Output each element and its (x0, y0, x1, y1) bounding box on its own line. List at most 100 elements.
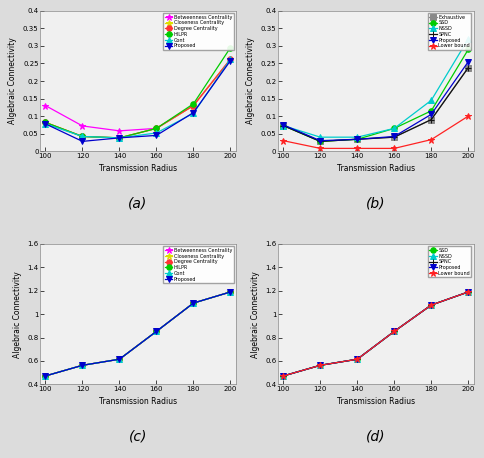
HILPR (43, 373, 48, 379)
Line: Cont: Cont (43, 56, 233, 141)
Cont (79, 363, 85, 368)
X-axis label: Transmission Radius: Transmission Radius (337, 398, 415, 406)
Closeness Centrality (153, 329, 159, 334)
SSD (428, 108, 434, 114)
Betweenness Centrality (153, 125, 159, 131)
Line: Proposed: Proposed (43, 289, 233, 379)
Legend: SSD, NSSD, SPNC, Proposed, Lower bound: SSD, NSSD, SPNC, Proposed, Lower bound (428, 246, 471, 277)
Degree Centrality (117, 356, 122, 362)
Degree Centrality (79, 134, 85, 139)
Cont (43, 121, 48, 126)
Y-axis label: Algebraic Connectivity: Algebraic Connectivity (246, 38, 255, 125)
Closeness Centrality (79, 363, 85, 368)
Degree Centrality (191, 103, 197, 109)
Line: Proposed: Proposed (281, 289, 471, 379)
Line: Degree Centrality: Degree Centrality (43, 289, 233, 379)
Proposed (79, 139, 85, 144)
SSD (465, 289, 471, 294)
Proposed (465, 289, 471, 294)
Betweenness Centrality (43, 103, 48, 109)
Y-axis label: Algebraic Connectivity: Algebraic Connectivity (8, 38, 17, 125)
HILPR (117, 135, 122, 141)
SPNC (465, 65, 471, 71)
Proposed (318, 138, 323, 143)
Betweenness Centrality (227, 56, 233, 62)
Y-axis label: Algebraic Connectivity: Algebraic Connectivity (13, 271, 22, 358)
Proposed (191, 300, 197, 306)
Proposed (227, 289, 233, 294)
Line: SSD: SSD (281, 289, 471, 379)
Cont (79, 134, 85, 139)
HILPR (191, 101, 197, 107)
Betweenness Centrality (191, 300, 197, 306)
SSD (354, 356, 360, 362)
Line: Betweenness Centrality: Betweenness Centrality (42, 56, 234, 134)
Proposed (465, 59, 471, 65)
Closeness Centrality (79, 134, 85, 139)
Betweenness Centrality (79, 363, 85, 368)
X-axis label: Transmission Radius: Transmission Radius (99, 164, 177, 173)
HILPR (153, 125, 159, 131)
Degree Centrality (43, 120, 48, 125)
Degree Centrality (153, 329, 159, 334)
Betweenness Centrality (79, 123, 85, 129)
Line: Betweenness Centrality: Betweenness Centrality (42, 289, 234, 379)
Lower bound (280, 138, 286, 143)
Text: (b): (b) (366, 196, 386, 210)
Line: Closeness Centrality: Closeness Centrality (42, 56, 234, 142)
NSSD (392, 329, 397, 334)
Proposed (280, 373, 286, 379)
Line: Lower bound: Lower bound (280, 289, 472, 379)
Lower bound (318, 363, 323, 368)
SSD (354, 136, 360, 142)
Text: (c): (c) (129, 429, 147, 443)
Line: Closeness Centrality: Closeness Centrality (42, 289, 234, 379)
X-axis label: Transmission Radius: Transmission Radius (337, 164, 415, 173)
Lower bound (354, 146, 360, 151)
Line: HILPR: HILPR (43, 45, 233, 141)
Proposed (280, 122, 286, 128)
SPNC (392, 329, 397, 334)
Proposed (392, 329, 397, 334)
Lower bound (280, 373, 286, 379)
NSSD (354, 356, 360, 362)
HILPR (153, 329, 159, 334)
Betweenness Centrality (227, 289, 233, 294)
Line: Lower bound: Lower bound (280, 113, 472, 152)
SSD (465, 47, 471, 52)
Proposed (79, 363, 85, 368)
Line: NSSD: NSSD (281, 289, 471, 379)
Cont (191, 300, 197, 306)
Proposed (428, 302, 434, 308)
Degree Centrality (191, 300, 197, 306)
Closeness Centrality (191, 300, 197, 306)
SPNC (428, 302, 434, 308)
Lower bound (318, 146, 323, 151)
NSSD (428, 302, 434, 308)
Closeness Centrality (117, 135, 122, 141)
Legend: Betweenness Centrality, Closeness Centrality, Degree Centrality, HILPR, Cont, Pr: Betweenness Centrality, Closeness Centra… (164, 246, 234, 283)
Cont (227, 56, 233, 62)
Line: HILPR: HILPR (43, 289, 233, 379)
SPNC (354, 356, 360, 362)
Legend: Betweenness Centrality, Closeness Centrality, Degree Centrality, HILPR, Cont, Pr: Betweenness Centrality, Closeness Centra… (164, 13, 234, 50)
NSSD (354, 134, 360, 140)
Line: Exhaustive: Exhaustive (281, 65, 471, 144)
SSD (318, 139, 323, 144)
Proposed (428, 112, 434, 117)
Y-axis label: Algebraic Connectivity: Algebraic Connectivity (251, 271, 259, 358)
SPNC (465, 289, 471, 294)
Proposed (191, 110, 197, 115)
Exhaustive (318, 139, 323, 144)
Exhaustive (428, 117, 434, 122)
Line: Proposed: Proposed (281, 59, 471, 143)
Proposed (318, 363, 323, 368)
Exhaustive (465, 65, 471, 71)
Betweenness Centrality (117, 356, 122, 362)
Betweenness Centrality (153, 329, 159, 334)
SSD (392, 329, 397, 334)
NSSD (318, 134, 323, 140)
Lower bound (392, 329, 397, 334)
Lower bound (428, 137, 434, 142)
Line: NSSD: NSSD (281, 36, 471, 140)
